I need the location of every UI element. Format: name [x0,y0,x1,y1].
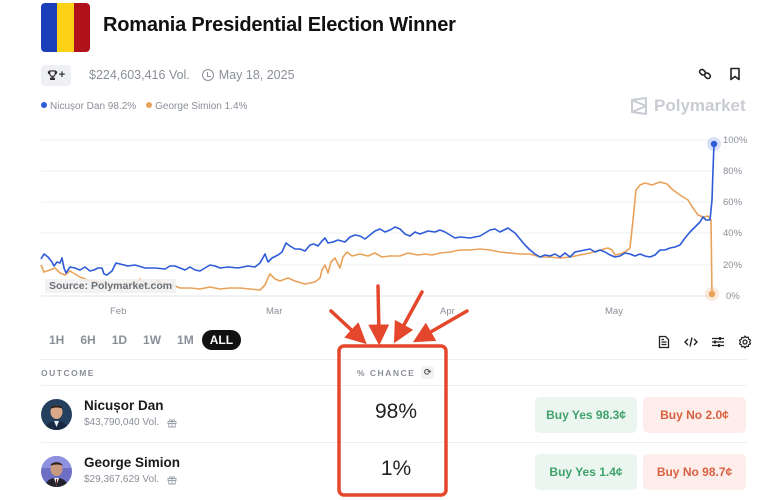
bookmark-button[interactable] [727,66,743,82]
chance-header-label: % CHANCE [357,367,416,378]
outcome-volume: $43,790,040 Vol. [84,417,160,428]
chart-tools [656,334,753,350]
divider [41,359,747,360]
trophy-icon [47,69,57,80]
refresh-chance-button[interactable]: ⟳ [421,366,435,379]
range-1w[interactable]: 1W [143,333,162,347]
outcome-chance: 98% [374,400,418,423]
y-tick-0: 0% [726,291,740,302]
time-range-selector: 1H 6H 1D 1W 1M ALL [41,330,242,350]
gift-icon [167,475,177,484]
buy-yes-button[interactable]: Buy Yes 1.4¢ [535,454,637,490]
legend-item-dan: Nicușor Dan 98.2% [41,101,136,112]
header-actions [697,66,743,82]
bookmark-icon [730,67,740,81]
end-date: May 18, 2025 [218,68,295,82]
trophy-plus: + [58,69,66,81]
x-tick-may: May [605,306,623,317]
chart-settings-button[interactable] [710,334,726,350]
total-volume: $224,603,416 Vol. [89,68,190,82]
annotation-arrow [368,284,390,346]
document-icon [658,335,670,349]
outcome-volume-line: $43,790,040 Vol. [84,417,177,428]
buy-no-button[interactable]: Buy No 2.0¢ [643,397,746,433]
range-6h[interactable]: 6H [80,333,96,347]
flag-stripe-yellow [57,3,74,52]
buy-yes-button[interactable]: Buy Yes 98.3¢ [535,397,637,433]
y-tick-100: 100% [723,135,748,146]
outcome-volume: $29,367,629 Vol. [84,474,160,485]
annotation-arrow [393,290,424,344]
outcome-row-nicusor-dan[interactable]: Nicușor Dan $43,790,040 Vol. 98% Buy Yes… [41,386,747,442]
chance-column-header: % CHANCE ⟳ [357,366,435,379]
embed-button[interactable] [683,334,699,350]
legend-item-simion: George Simion 1.4% [146,101,247,112]
settings-button[interactable] [737,334,753,350]
copy-link-button[interactable] [697,66,713,82]
clock-icon [201,69,214,81]
buy-no-button[interactable]: Buy No 98.7¢ [643,454,746,490]
chart-legend: Nicușor Dan 98.2% George Simion 1.4% [41,101,247,112]
flag-stripe-blue [41,3,58,52]
legend-label: George Simion 1.4% [155,101,248,112]
series-end-halo-orange [705,287,719,301]
y-tick-80: 80% [723,166,743,177]
rules-button[interactable] [656,334,672,350]
code-icon [684,337,698,347]
y-tick-40: 40% [723,228,743,239]
y-tick-20: 20% [723,260,743,271]
link-icon [698,68,712,80]
price-chart [40,137,721,301]
outcome-chance: 1% [380,457,412,480]
outcome-row-george-simion[interactable]: George Simion $29,367,629 Vol. 1% Buy Ye… [41,443,747,499]
x-tick-feb: Feb [110,306,127,317]
legend-dot-orange [146,102,153,108]
x-tick-apr: Apr [440,306,455,317]
series-end-dot-blue [710,140,718,148]
polymarket-logo-icon [631,97,647,115]
y-tick-60: 60% [723,197,743,208]
x-tick-mar: Mar [266,306,283,317]
outcome-column-header: OUTCOME [41,368,95,378]
gear-icon [738,335,752,349]
series-end-dot-orange [708,290,716,298]
avatar [41,456,72,487]
gridlines [41,139,712,297]
outcome-name: George Simion [84,455,181,470]
polymarket-watermark: Polymarket [630,96,746,116]
chart-source-label: Source: Polymarket.com [45,279,177,293]
romania-flag [41,3,90,52]
avatar [41,399,72,430]
series-nicusor-dan [40,143,715,276]
annotation-arrow [329,309,367,345]
range-1d[interactable]: 1D [111,333,128,347]
series-end-halo-blue [707,137,721,151]
market-meta: + $224,603,416 Vol. May 18, 2025 [41,64,295,86]
range-1m[interactable]: 1M [177,333,194,347]
range-all[interactable]: ALL [201,330,242,350]
range-1h[interactable]: 1H [49,333,65,347]
legend-dot-blue [41,102,47,108]
outcome-volume-line: $29,367,629 Vol. [84,474,177,485]
page-title: Romania Presidential Election Winner [103,14,456,36]
flag-stripe-red [73,3,90,52]
refresh-icon: ⟳ [424,367,432,377]
brand-name: Polymarket [654,96,746,115]
sliders-icon [712,337,724,347]
trophy-button[interactable]: + [41,64,71,86]
legend-label: Nicușor Dan 98.2% [50,101,137,112]
gift-icon [167,418,177,427]
outcome-name: Nicușor Dan [84,398,164,413]
